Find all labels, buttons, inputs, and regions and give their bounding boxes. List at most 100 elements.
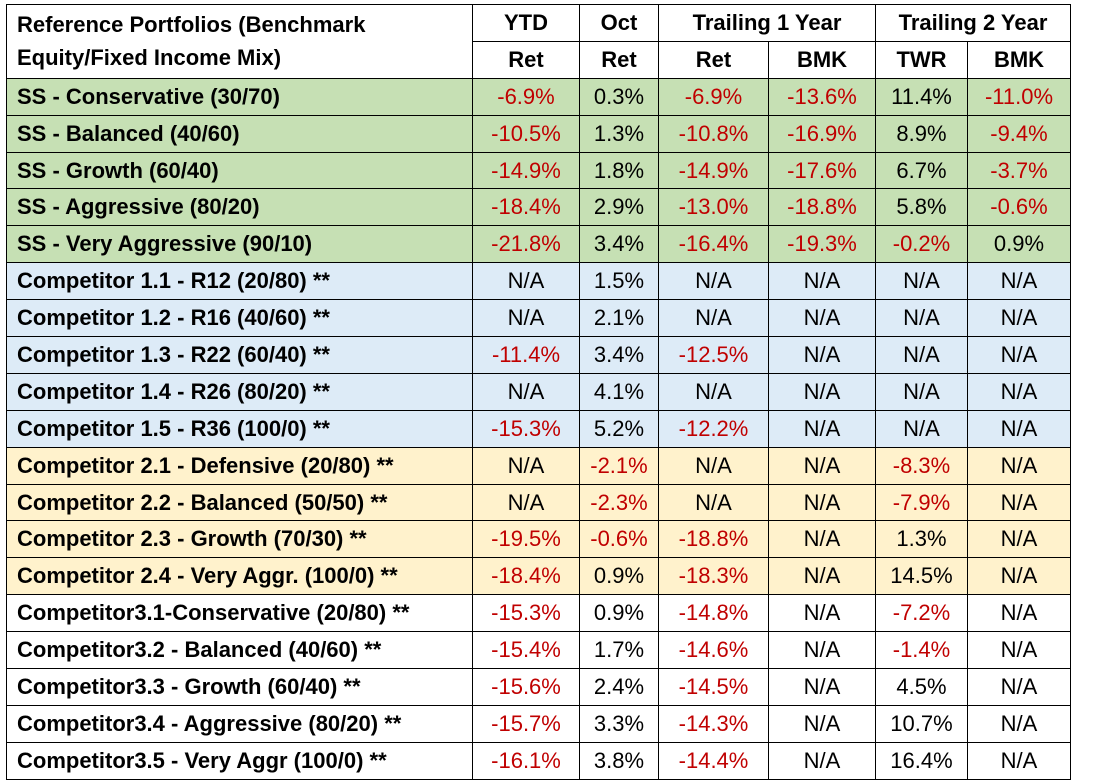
cell-trailing-2y-twr: 1.3% — [875, 520, 968, 559]
cell-trailing-2y-twr: 5.8% — [875, 188, 968, 227]
cell-trailing-2y-twr: 4.5% — [875, 668, 968, 706]
cell-trailing-1y-ret: -14.9% — [658, 151, 769, 190]
cell-trailing-2y-twr: 11.4% — [875, 77, 968, 116]
header-trailing-2-year: Trailing 2 Year — [875, 4, 1071, 42]
portfolio-name: Competitor 1.5 - R36 (100/0) ** — [6, 409, 473, 448]
cell-oct-ret: 4.1% — [579, 372, 659, 411]
cell-trailing-1y-ret: -14.4% — [658, 741, 769, 780]
cell-trailing-1y-ret: -18.3% — [658, 557, 769, 596]
table-row: Competitor 1.2 - R16 (40/60) ** N/A 2.1% N/… — [6, 299, 1071, 338]
header-trailing-1-year: Trailing 1 Year — [658, 4, 876, 42]
cell-trailing-1y-bmk: N/A — [768, 262, 876, 301]
table-body: SS - Conservative (30/70) -6.9% 0.3% -6.9% -… — [6, 77, 1071, 780]
cell-trailing-1y-bmk: -13.6% — [768, 77, 876, 116]
subheader-1y-bmk: BMK — [768, 40, 876, 79]
cell-trailing-2y-bmk: N/A — [967, 631, 1071, 670]
cell-ytd-ret: -18.4% — [472, 188, 580, 227]
cell-oct-ret: 5.2% — [579, 409, 659, 448]
cell-ytd-ret: -15.3% — [472, 409, 580, 448]
cell-oct-ret: 2.1% — [579, 299, 659, 338]
portfolio-name: Competitor3.4 - Aggressive (80/20) ** — [6, 704, 473, 743]
cell-oct-ret: 3.8% — [579, 741, 659, 780]
cell-trailing-2y-bmk: N/A — [967, 594, 1071, 633]
subheader-ytd-ret: Ret — [472, 40, 580, 79]
portfolio-name: Competitor 2.4 - Very Aggr. (100/0) ** — [6, 557, 473, 596]
table-row: SS - Growth (60/40) -14.9% 1.8% -14.9% -17.6… — [6, 151, 1071, 190]
cell-trailing-2y-bmk: N/A — [967, 668, 1071, 706]
cell-ytd-ret: -6.9% — [472, 77, 580, 116]
cell-trailing-1y-bmk: N/A — [768, 704, 876, 743]
cell-trailing-1y-bmk: N/A — [768, 336, 876, 374]
header-oct: Oct — [579, 4, 659, 42]
cell-trailing-1y-bmk: N/A — [768, 594, 876, 633]
cell-oct-ret: 1.3% — [579, 114, 659, 153]
table-row: SS - Balanced (40/60) -10.5% 1.3% -10.8% -16… — [6, 114, 1071, 153]
cell-trailing-1y-bmk: -16.9% — [768, 114, 876, 153]
portfolio-name: SS - Aggressive (80/20) — [6, 188, 473, 227]
cell-oct-ret: 3.4% — [579, 225, 659, 264]
cell-trailing-2y-twr: 10.7% — [875, 704, 968, 743]
table-row: Competitor 2.4 - Very Aggr. (100/0) ** -1… — [6, 557, 1071, 596]
cell-trailing-1y-ret: -18.8% — [658, 520, 769, 559]
portfolio-name: Competitor 1.4 - R26 (80/20) ** — [6, 372, 473, 411]
cell-trailing-1y-ret: -10.8% — [658, 114, 769, 153]
cell-trailing-2y-bmk: -9.4% — [967, 114, 1071, 153]
cell-trailing-1y-ret: N/A — [658, 262, 769, 301]
cell-trailing-2y-bmk: N/A — [967, 299, 1071, 338]
cell-trailing-2y-bmk: -11.0% — [967, 77, 1071, 116]
cell-ytd-ret: N/A — [472, 262, 580, 301]
subheader-2y-bmk: BMK — [967, 40, 1071, 79]
portfolio-name: SS - Balanced (40/60) — [6, 114, 473, 153]
portfolio-name: Competitor 2.3 - Growth (70/30) ** — [6, 520, 473, 559]
cell-ytd-ret: -16.1% — [472, 741, 580, 780]
table-row: Competitor3.1-Conservative (20/80) ** -15… — [6, 594, 1071, 633]
cell-trailing-2y-bmk: N/A — [967, 409, 1071, 448]
cell-trailing-1y-bmk: N/A — [768, 520, 876, 559]
cell-oct-ret: 0.9% — [579, 594, 659, 633]
portfolio-name: SS - Growth (60/40) — [6, 151, 473, 190]
cell-trailing-2y-twr: N/A — [875, 299, 968, 338]
cell-trailing-1y-ret: -13.0% — [658, 188, 769, 227]
header-ytd: YTD — [472, 4, 580, 42]
cell-oct-ret: -2.3% — [579, 483, 659, 522]
cell-trailing-2y-twr: -8.3% — [875, 446, 968, 485]
portfolio-name: Competitor3.2 - Balanced (40/60) ** — [6, 631, 473, 670]
cell-trailing-1y-bmk: -18.8% — [768, 188, 876, 227]
cell-trailing-1y-ret: -12.5% — [658, 336, 769, 374]
table-row: SS - Aggressive (80/20) -18.4% 2.9% -13.0% -… — [6, 188, 1071, 227]
cell-ytd-ret: N/A — [472, 372, 580, 411]
cell-oct-ret: 3.3% — [579, 704, 659, 743]
table-row: Competitor3.2 - Balanced (40/60) ** -15.4… — [6, 631, 1071, 670]
cell-trailing-2y-twr: 16.4% — [875, 741, 968, 780]
cell-trailing-1y-bmk: N/A — [768, 741, 876, 780]
table-row: Competitor 2.3 - Growth (70/30) ** -19.5%… — [6, 520, 1071, 559]
table-title: Reference Portfolios (Benchmark Equity/F… — [6, 4, 473, 79]
portfolio-name: Competitor 1.2 - R16 (40/60) ** — [6, 299, 473, 338]
cell-trailing-2y-twr: -0.2% — [875, 225, 968, 264]
cell-trailing-1y-ret: -6.9% — [658, 77, 769, 116]
cell-ytd-ret: N/A — [472, 483, 580, 522]
portfolio-name: Competitor 2.1 - Defensive (20/80) ** — [6, 446, 473, 485]
cell-trailing-1y-ret: N/A — [658, 483, 769, 522]
cell-trailing-1y-bmk: N/A — [768, 483, 876, 522]
cell-trailing-1y-ret: -14.8% — [658, 594, 769, 633]
cell-trailing-1y-bmk: N/A — [768, 372, 876, 411]
header-row-top: Reference Portfolios (Benchmark Equity/F… — [6, 4, 1071, 79]
cell-oct-ret: 2.9% — [579, 188, 659, 227]
cell-oct-ret: -0.6% — [579, 520, 659, 559]
cell-trailing-2y-bmk: -0.6% — [967, 188, 1071, 227]
cell-oct-ret: 1.8% — [579, 151, 659, 190]
portfolio-name: Competitor3.1-Conservative (20/80) ** — [6, 594, 473, 633]
cell-ytd-ret: -15.3% — [472, 594, 580, 633]
cell-trailing-2y-bmk: N/A — [967, 704, 1071, 743]
table-row: SS - Very Aggressive (90/10) -21.8% 3.4% -1… — [6, 225, 1071, 264]
cell-trailing-2y-twr: N/A — [875, 409, 968, 448]
cell-ytd-ret: -10.5% — [472, 114, 580, 153]
cell-trailing-2y-twr: -1.4% — [875, 631, 968, 670]
cell-ytd-ret: -14.9% — [472, 151, 580, 190]
cell-trailing-2y-twr: N/A — [875, 372, 968, 411]
portfolio-name: Competitor3.5 - Very Aggr (100/0) ** — [6, 741, 473, 780]
cell-trailing-1y-ret: N/A — [658, 372, 769, 411]
cell-ytd-ret: -21.8% — [472, 225, 580, 264]
cell-trailing-1y-bmk: -17.6% — [768, 151, 876, 190]
